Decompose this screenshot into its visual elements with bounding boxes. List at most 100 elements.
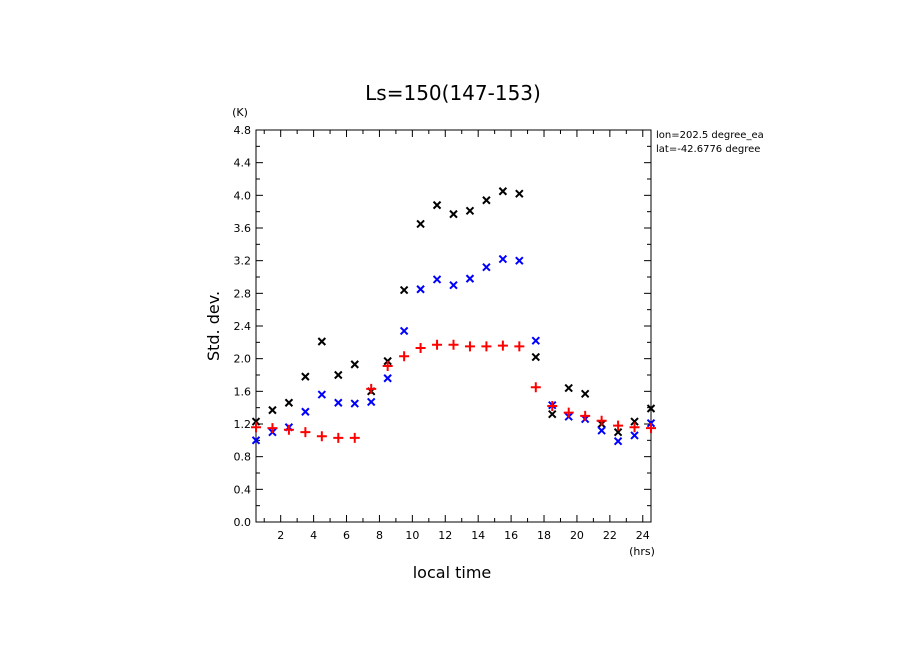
y-tick-label: 3.6 bbox=[234, 222, 252, 235]
series-2 bbox=[251, 339, 656, 443]
data-point bbox=[548, 409, 557, 419]
data-point bbox=[432, 339, 443, 350]
data-point bbox=[283, 424, 294, 435]
y-tick-label: 4.8 bbox=[234, 124, 252, 137]
y-tick-label: 1.6 bbox=[234, 385, 252, 398]
y-tick-label: 4.4 bbox=[234, 157, 252, 170]
annotation-lat: lat=-42.6776 degree bbox=[656, 144, 760, 155]
chart-title: Ls=150(147-153) bbox=[365, 81, 541, 105]
data-point bbox=[482, 262, 491, 272]
data-point bbox=[646, 423, 656, 434]
data-point bbox=[646, 404, 656, 413]
x-tick-label: 10 bbox=[405, 529, 419, 542]
x-tick-label: 12 bbox=[438, 529, 452, 542]
data-point bbox=[284, 398, 294, 407]
x-tick-label: 16 bbox=[504, 529, 518, 542]
data-point bbox=[416, 285, 425, 294]
data-point bbox=[350, 399, 359, 408]
data-point bbox=[630, 417, 639, 426]
data-point bbox=[531, 352, 540, 362]
data-point bbox=[465, 274, 475, 283]
x-tick-label: 2 bbox=[277, 529, 284, 542]
data-point bbox=[349, 432, 360, 443]
x-tick-label: 8 bbox=[376, 529, 383, 542]
axes: 2 4 6 8 10 12 14 16 18 20 22 240.00.40.81.21.62.02.… bbox=[234, 124, 651, 542]
data-point bbox=[449, 280, 458, 290]
data-point bbox=[317, 337, 327, 346]
data-point bbox=[613, 427, 623, 437]
data-point bbox=[630, 431, 639, 440]
data-point bbox=[596, 415, 607, 426]
data-point bbox=[563, 407, 574, 418]
y-tick-label: 0.4 bbox=[234, 483, 252, 496]
data-point bbox=[367, 397, 376, 407]
data-point bbox=[301, 372, 310, 381]
y-tick-label: 1.2 bbox=[234, 418, 252, 431]
data-point bbox=[333, 432, 344, 443]
plot-frame bbox=[255, 129, 652, 523]
data-point bbox=[399, 326, 409, 336]
x-tick-label: 22 bbox=[603, 529, 617, 542]
data-point bbox=[267, 423, 278, 434]
y-tick-label: 0.8 bbox=[234, 451, 252, 464]
data-point bbox=[580, 410, 591, 421]
data-point bbox=[432, 275, 442, 284]
annotation-lon: lon=202.5 degree_ea bbox=[656, 130, 764, 141]
data-point bbox=[498, 254, 508, 264]
data-point bbox=[432, 200, 442, 210]
data-point bbox=[301, 407, 310, 416]
data-point bbox=[415, 343, 426, 354]
data-point bbox=[399, 351, 410, 362]
x-tick-label: 14 bbox=[471, 529, 485, 542]
data-point bbox=[334, 398, 343, 407]
data-point bbox=[597, 426, 606, 435]
y-axis-label: Std. dev. bbox=[204, 291, 223, 361]
data-point bbox=[564, 383, 573, 393]
data-point bbox=[547, 401, 558, 412]
x-tick-label: 20 bbox=[570, 529, 584, 542]
x-axis-label: local time bbox=[413, 563, 492, 582]
y-tick-label: 4.0 bbox=[234, 189, 252, 202]
y-tick-label: 0.0 bbox=[234, 516, 252, 529]
data-point bbox=[482, 196, 491, 205]
data-point bbox=[448, 339, 459, 350]
data-point bbox=[514, 341, 525, 352]
data-point bbox=[515, 256, 524, 265]
data-point bbox=[498, 187, 508, 196]
y-unit-label: (K) bbox=[232, 106, 248, 119]
x-tick-label: 24 bbox=[636, 529, 650, 542]
data-point bbox=[268, 405, 277, 415]
y-tick-label: 2.8 bbox=[234, 287, 252, 300]
data-point bbox=[366, 383, 377, 394]
data-point bbox=[464, 341, 475, 352]
data-point bbox=[334, 370, 343, 380]
data-point bbox=[449, 209, 458, 219]
x-tick-label: 18 bbox=[537, 529, 551, 542]
data-point bbox=[530, 382, 541, 393]
x-tick-label: 4 bbox=[310, 529, 317, 542]
data-point bbox=[613, 420, 624, 431]
data-point bbox=[465, 206, 475, 216]
data-point bbox=[580, 389, 590, 398]
x-unit-label: (hrs) bbox=[629, 545, 655, 558]
x-tick-label: 6 bbox=[343, 529, 350, 542]
data-point bbox=[316, 431, 327, 442]
data-point bbox=[481, 341, 492, 352]
data-point bbox=[300, 427, 311, 438]
data-point bbox=[383, 374, 392, 383]
data-point bbox=[497, 340, 508, 351]
data-point bbox=[382, 361, 393, 372]
data-point bbox=[416, 219, 425, 229]
data-point bbox=[399, 285, 409, 295]
y-tick-label: 3.2 bbox=[234, 255, 252, 268]
series-1 bbox=[251, 254, 656, 446]
data-marks bbox=[251, 187, 656, 446]
data-point bbox=[251, 417, 261, 426]
y-tick-label: 2.4 bbox=[234, 320, 252, 333]
data-point bbox=[613, 436, 623, 446]
data-point bbox=[251, 422, 261, 433]
series-0 bbox=[251, 187, 656, 437]
data-point bbox=[531, 336, 540, 345]
data-point bbox=[317, 390, 327, 399]
